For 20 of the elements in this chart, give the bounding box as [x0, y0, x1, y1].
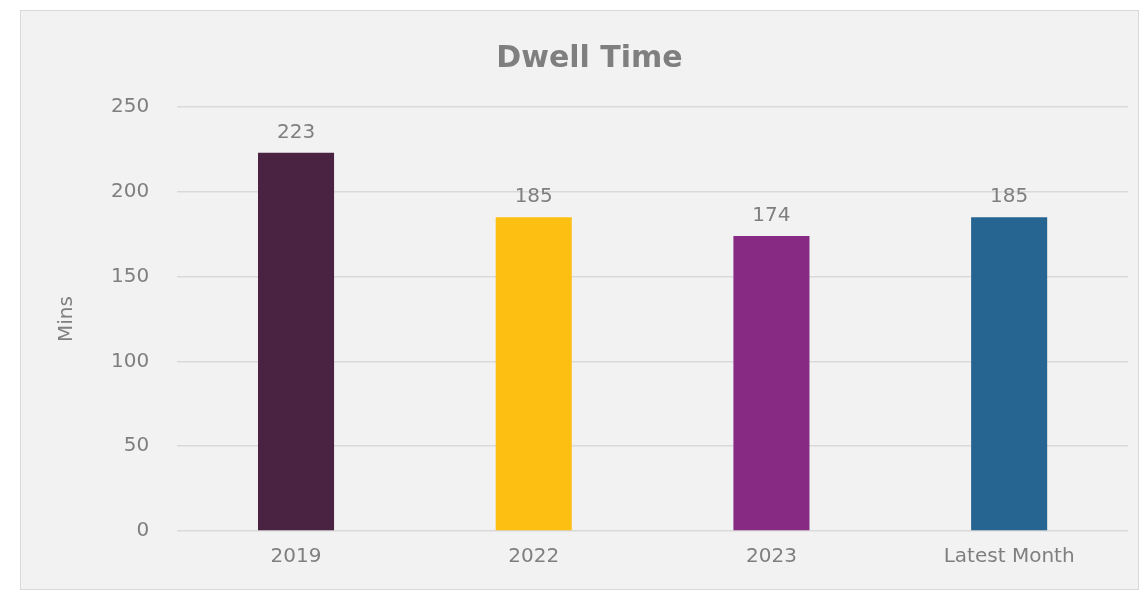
data-label: 223 [276, 119, 316, 143]
bar [733, 235, 810, 531]
y-tick-label: 0 [136, 517, 150, 542]
data-label: 185 [514, 183, 553, 208]
x-tick-label: 2023 [745, 543, 797, 568]
y-tick-label: 250 [110, 93, 150, 118]
bar [971, 217, 1048, 531]
x-tick-label: 2019 [270, 543, 322, 568]
x-tick-label: Latest Month [943, 543, 1075, 568]
y-tick-label: 50 [123, 432, 150, 457]
y-tick-label: 150 [110, 262, 150, 287]
data-label: 174 [752, 202, 791, 227]
chart-title: Dwell Time [496, 38, 683, 74]
y-tick-label: 200 [110, 178, 150, 202]
x-tick-label: 2022 [508, 543, 560, 568]
bar [257, 152, 335, 531]
y-axis-title: Mins [53, 296, 78, 342]
y-tick-label: 100 [110, 347, 150, 372]
data-label: 185 [990, 183, 1029, 208]
bar [495, 217, 572, 531]
